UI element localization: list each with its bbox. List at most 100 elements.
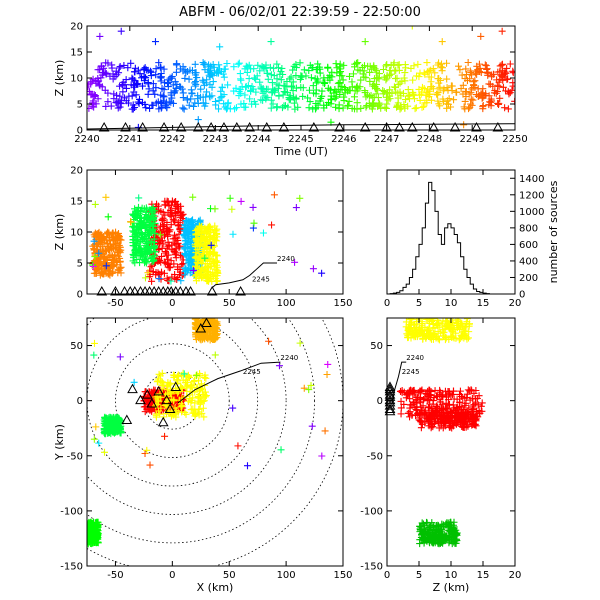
x-tick-label: 2243 (203, 134, 228, 145)
source-point (155, 407, 163, 415)
source-point (413, 333, 421, 341)
source-point (477, 402, 485, 410)
source-point (456, 334, 464, 342)
source-point (464, 334, 472, 342)
source-point (371, 83, 379, 91)
source-point (183, 239, 191, 247)
source-point (100, 64, 108, 72)
source-point (418, 103, 426, 111)
source-point (91, 523, 99, 531)
source-point (488, 71, 496, 79)
station-marker (201, 318, 212, 328)
source-point (458, 392, 466, 400)
track-label: 2245 (243, 368, 261, 376)
source-point (438, 400, 446, 408)
x-tick-label: 2245 (288, 134, 313, 145)
source-point (439, 424, 447, 432)
figure-title: ABFM - 06/02/01 22:39:59 - 22:50:00 (179, 5, 421, 20)
source-point (179, 104, 187, 112)
source-point (152, 411, 160, 419)
source-point (218, 92, 226, 100)
source-point (134, 244, 142, 252)
station-marker (127, 383, 138, 394)
source-point (135, 194, 143, 202)
x-tick-label: 0 (169, 570, 175, 581)
source-point (212, 274, 220, 282)
source-point (467, 95, 475, 103)
source-point (341, 89, 349, 97)
source-point (445, 400, 453, 408)
x-tick-label: 2242 (160, 134, 185, 145)
source-point (336, 79, 344, 87)
source-point (412, 412, 420, 420)
source-point (426, 524, 434, 532)
source-point (425, 523, 433, 531)
source-point (445, 526, 453, 534)
source-point (489, 82, 497, 90)
source-point (413, 403, 421, 411)
source-point (149, 80, 157, 88)
source-point (116, 63, 124, 71)
source-point (113, 258, 121, 266)
source-point (150, 256, 158, 264)
source-point (211, 205, 219, 213)
source-point (425, 73, 433, 81)
y-tick-label: -150 (360, 562, 383, 573)
source-point (140, 65, 148, 73)
source-point (94, 530, 102, 538)
x-tick-label: 0 (384, 570, 390, 581)
source-point (164, 242, 172, 250)
source-point (204, 334, 212, 342)
source-point (305, 86, 313, 94)
source-point (397, 397, 405, 405)
source-point (90, 237, 98, 245)
source-point (166, 379, 174, 387)
source-point (149, 214, 157, 222)
source-point (461, 401, 469, 409)
source-point (194, 99, 202, 107)
source-point (452, 531, 460, 539)
x-axis-label: Z (km) (433, 581, 470, 594)
source-point (267, 96, 275, 104)
source-point (464, 416, 472, 424)
source-point (168, 273, 176, 281)
source-point (383, 72, 391, 80)
source-point (357, 76, 365, 84)
y-tick-label: 50 (370, 341, 383, 352)
source-point (90, 339, 98, 347)
source-point (429, 539, 437, 547)
source-point (116, 82, 124, 90)
source-point (132, 91, 140, 99)
source-point (151, 219, 159, 227)
range-ring (87, 318, 315, 544)
x-tick-label: -50 (107, 298, 123, 309)
source-point (165, 261, 173, 269)
source-point (268, 221, 276, 229)
source-point (447, 82, 455, 90)
source-point (134, 66, 142, 74)
source-point (112, 239, 120, 247)
x-tick-label: 50 (223, 570, 236, 581)
source-point (417, 399, 425, 407)
source-point (90, 269, 98, 277)
source-point (96, 66, 104, 74)
source-point (375, 102, 383, 110)
source-point (163, 79, 171, 87)
source-point (172, 413, 180, 421)
source-point (104, 59, 112, 67)
source-point (386, 86, 394, 94)
source-point (270, 64, 278, 72)
source-point (237, 100, 245, 108)
source-point (144, 269, 152, 277)
source-point (184, 372, 192, 380)
source-point (304, 94, 312, 102)
source-point (151, 90, 159, 98)
source-point (318, 87, 326, 95)
source-point (305, 386, 313, 394)
source-point (500, 70, 508, 78)
source-point (266, 63, 274, 71)
source-point (247, 87, 255, 95)
source-point (278, 64, 286, 72)
source-point (391, 67, 399, 75)
source-point (437, 527, 445, 535)
